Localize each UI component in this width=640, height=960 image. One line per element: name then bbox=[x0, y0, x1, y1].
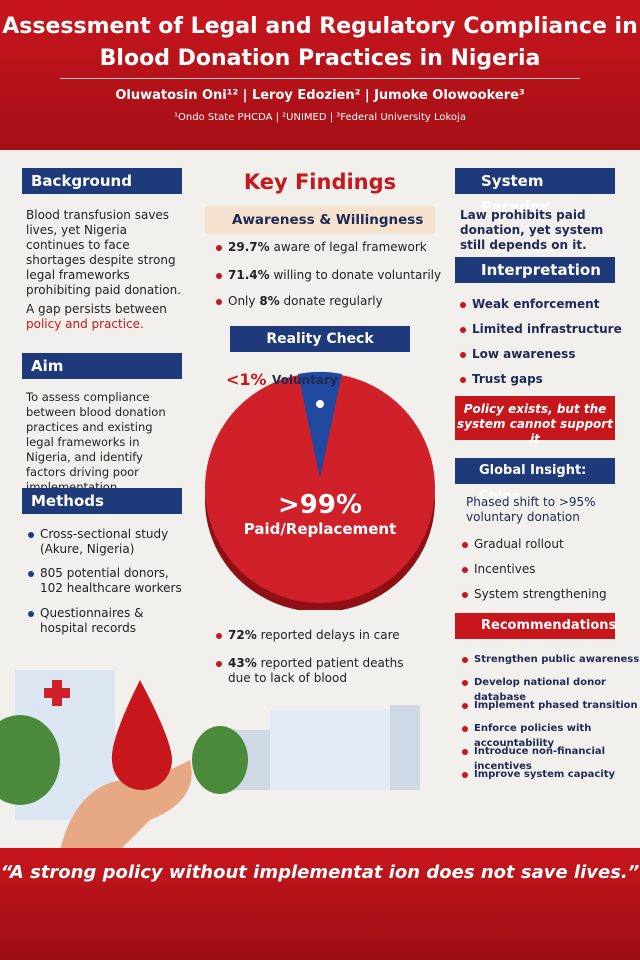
list-item: 805 potential donors, 102 healthcare wor… bbox=[26, 566, 190, 596]
panel bbox=[205, 206, 435, 234]
text: A gap persists between bbox=[26, 302, 167, 316]
text: Only bbox=[228, 294, 256, 308]
list-item: Develop national donor database bbox=[460, 675, 640, 705]
subheading: Awareness & Willingness bbox=[232, 212, 424, 228]
callout: Policy exists, but the system cannot sup… bbox=[455, 396, 615, 446]
list-item: Improve system capacity bbox=[460, 767, 615, 782]
pie-value: >99% bbox=[277, 490, 363, 520]
highlight: policy and practice. bbox=[26, 317, 144, 331]
drop bbox=[111, 680, 172, 790]
paragraph: A gap persists between policy and practi… bbox=[26, 302, 184, 332]
list-item: Enforce policies with accountability bbox=[460, 721, 640, 751]
banner: Reality Check bbox=[230, 326, 410, 352]
title-line: Blood Donation Practices in Nigeria bbox=[99, 46, 541, 71]
finding: Only 8% donate regularly bbox=[214, 294, 448, 309]
affiliations: ¹Ondo State PHCDA | ²UNIMED | ³Federal U… bbox=[174, 112, 466, 123]
drop bbox=[316, 400, 324, 408]
finding: 71.4% willing to donate voluntarily bbox=[214, 268, 448, 283]
list-item: Cross-sectional study (Akure, Nigeria) bbox=[26, 527, 190, 557]
pie-label: Paid/Replacement bbox=[243, 520, 397, 538]
authors: Oluwatosin Oni¹² | Leroy Edozien² | Jumo… bbox=[115, 88, 525, 103]
section-heading: Methods bbox=[22, 488, 182, 514]
list-item: Implement phased transition bbox=[460, 698, 638, 713]
section-heading: Recommendations bbox=[455, 613, 616, 639]
list-item: System strengthening bbox=[460, 587, 607, 602]
section-heading: Aim bbox=[22, 353, 182, 379]
stat: 29.7% bbox=[228, 240, 270, 254]
pie-label: Voluntary bbox=[272, 373, 338, 387]
illustration bbox=[0, 670, 420, 850]
text: aware of legal framework bbox=[273, 240, 427, 254]
pie-slice bbox=[298, 371, 342, 478]
tree bbox=[192, 726, 248, 794]
section-heading: Background bbox=[22, 168, 182, 194]
finding: 72% reported delays in care bbox=[214, 628, 438, 643]
list-item: Incentives bbox=[460, 562, 536, 577]
section-heading: Interpretation bbox=[455, 257, 615, 283]
list-item: Strengthen public awareness bbox=[460, 652, 639, 667]
building bbox=[270, 710, 390, 790]
pie-label: <1% bbox=[226, 370, 267, 389]
stat: 8% bbox=[259, 294, 280, 308]
paragraph: To assess compliance between blood donat… bbox=[26, 390, 166, 494]
building bbox=[390, 705, 420, 790]
list-item: Introduce non-financial incentives bbox=[460, 744, 640, 774]
section-heading: System Paradox bbox=[455, 168, 615, 216]
quote: “A strong policy without implementat ion… bbox=[0, 862, 640, 883]
findings-title: Key Findings bbox=[243, 170, 397, 194]
list-item: Limited infrastructure bbox=[458, 322, 622, 337]
stat: 71.4% bbox=[228, 268, 270, 282]
list-item: Trust gaps bbox=[458, 372, 543, 387]
list-item: Questionnaires & hospital records bbox=[26, 606, 190, 636]
pie-slice bbox=[205, 373, 435, 603]
cross bbox=[44, 688, 70, 698]
text: reported patient deaths due to lack of b… bbox=[228, 656, 404, 685]
stat: 43% bbox=[228, 656, 257, 670]
pie bbox=[205, 371, 435, 610]
list-item: Low awareness bbox=[458, 347, 575, 362]
list-item: Gradual rollout bbox=[460, 537, 564, 552]
stat: 72% bbox=[228, 628, 257, 642]
section-heading: Global Insight: China bbox=[455, 458, 615, 504]
divider bbox=[60, 78, 580, 79]
finding: 43% reported patient deaths due to lack … bbox=[214, 656, 418, 686]
footer bbox=[0, 848, 640, 960]
title-line: Assessment of Legal and Regulatory Compl… bbox=[2, 14, 638, 39]
tree bbox=[0, 715, 60, 805]
paragraph: Blood transfusion saves lives, yet Niger… bbox=[26, 208, 182, 297]
paragraph: Law prohibits paid donation, yet system … bbox=[460, 208, 604, 252]
text: willing to donate voluntarily bbox=[273, 268, 442, 282]
finding: 29.7% aware of legal framework bbox=[214, 240, 448, 255]
list-item: Weak enforcement bbox=[458, 297, 599, 312]
text: donate regularly bbox=[283, 294, 383, 308]
text: reported delays in care bbox=[260, 628, 400, 642]
paragraph: Phased shift to >95% voluntary donation bbox=[466, 495, 596, 524]
header bbox=[0, 0, 640, 150]
